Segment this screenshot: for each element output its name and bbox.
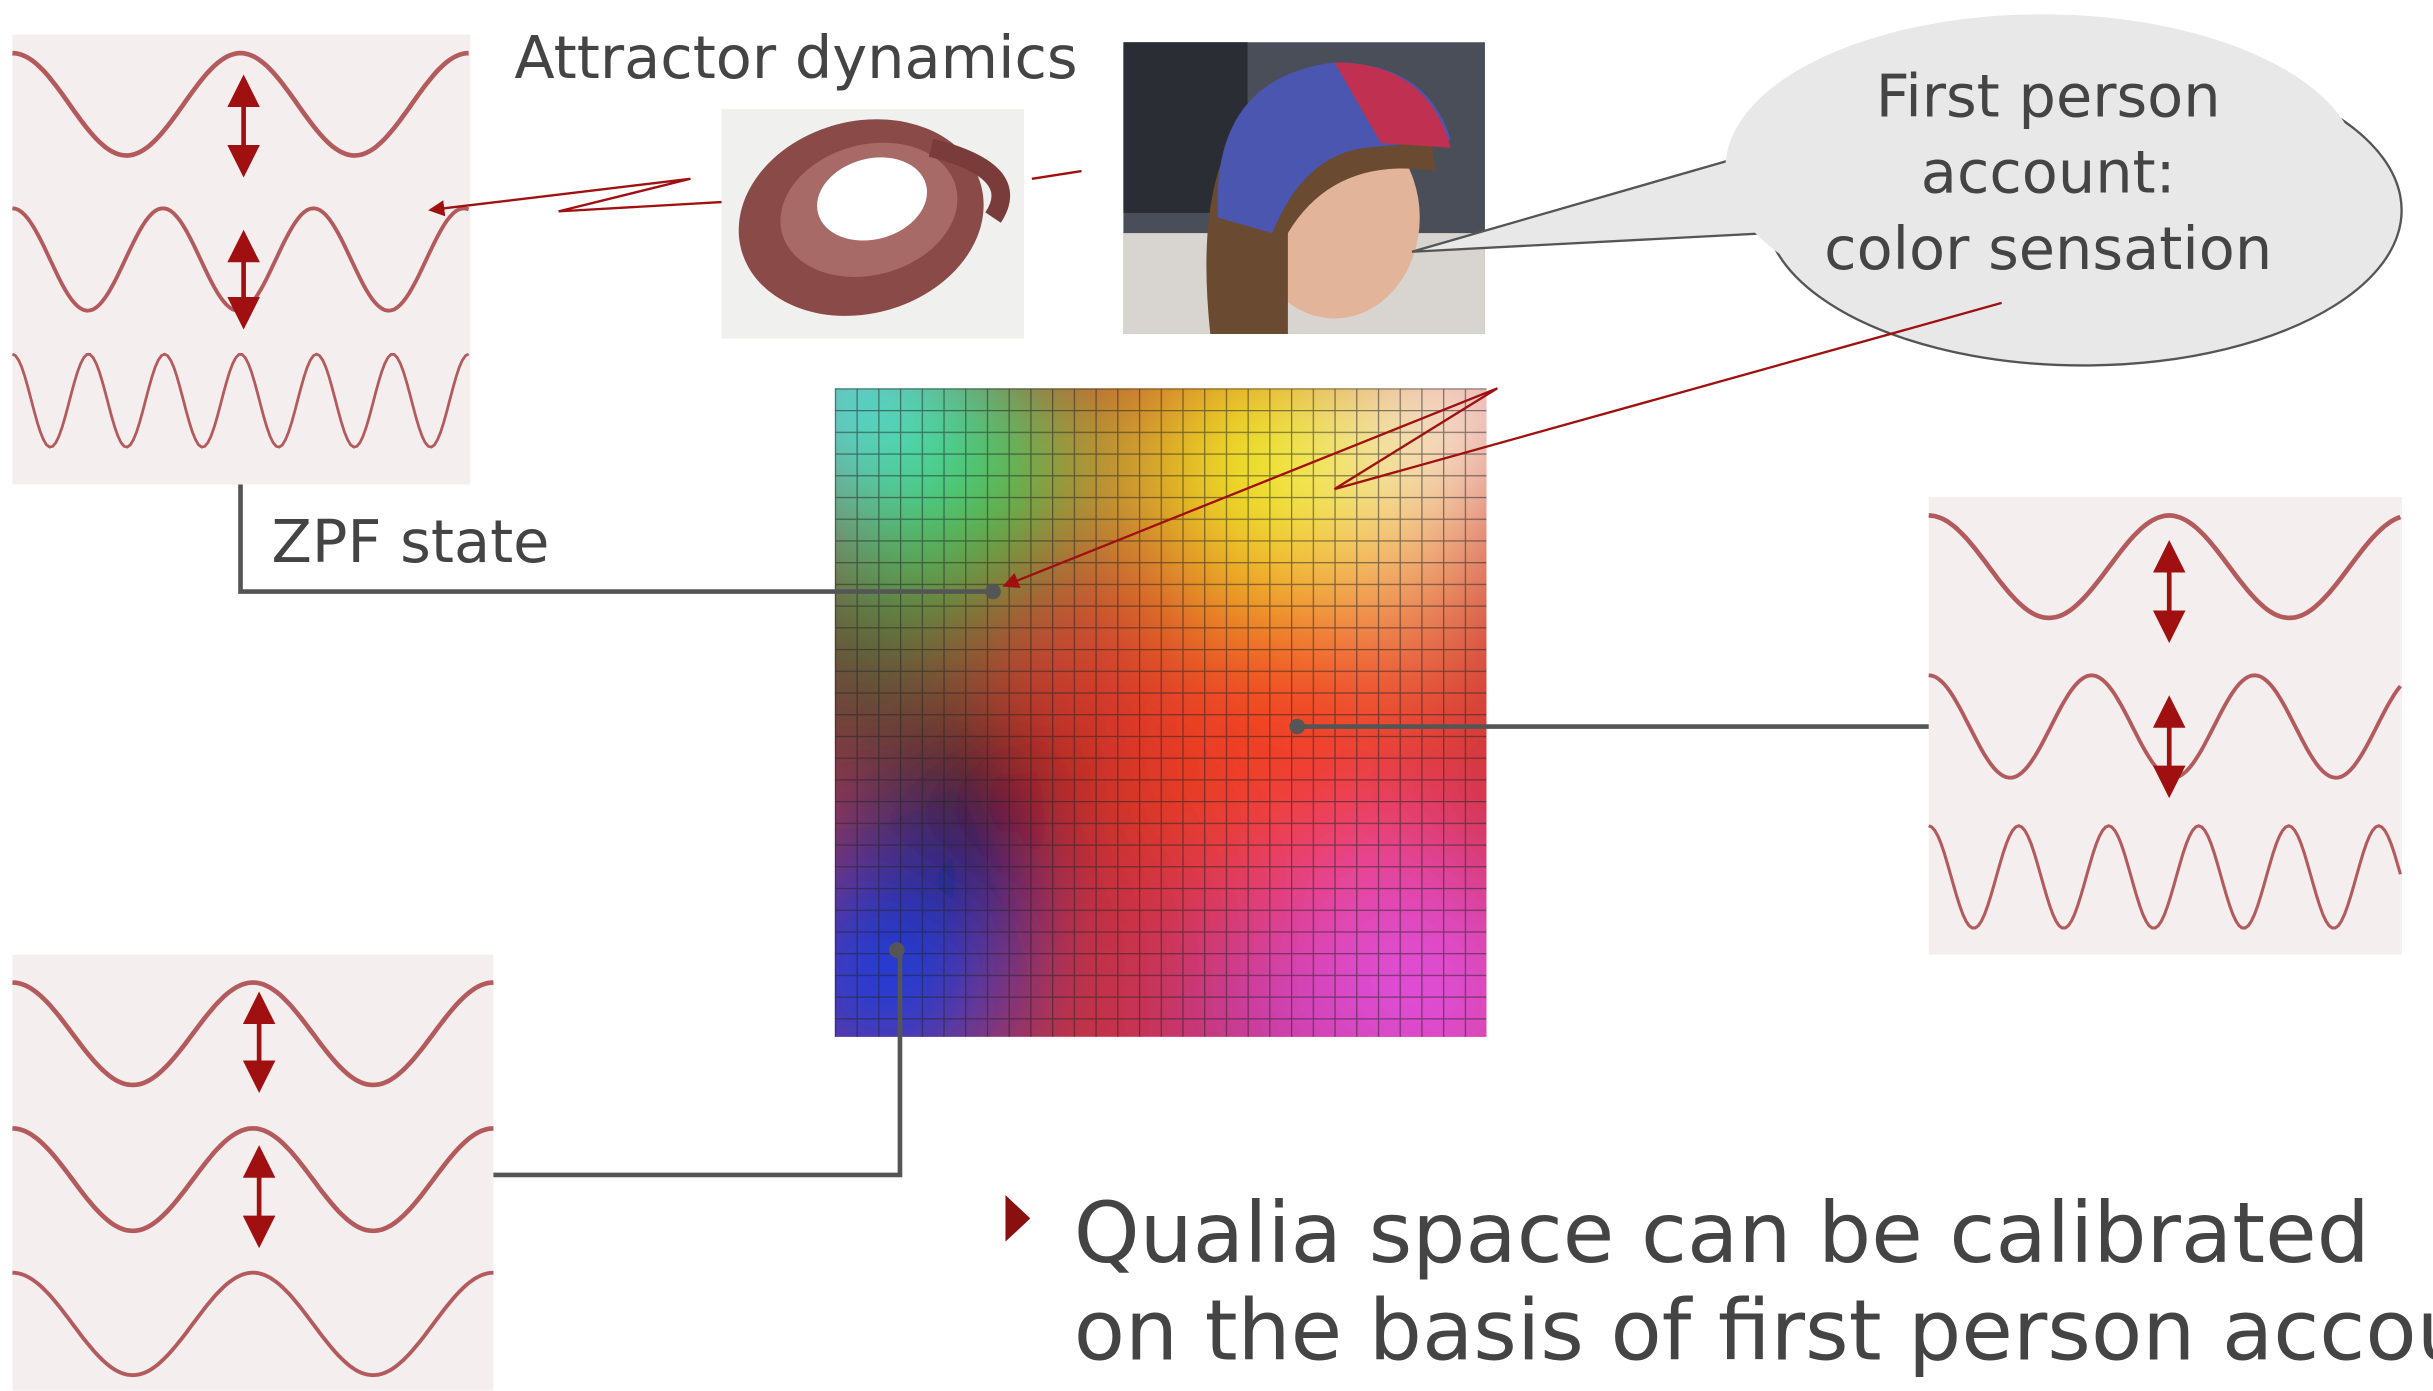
bubble-text: First person account: color sensation (1824, 62, 2272, 283)
eeg-photo (1123, 42, 1485, 334)
wave (1928, 513, 2402, 621)
wave (12, 1270, 494, 1378)
bubble-line: account: (1921, 138, 2176, 207)
wave-panel (12, 954, 494, 1391)
attractor-image (721, 108, 1025, 339)
wave (12, 1126, 494, 1234)
bubble-line: First person (1876, 62, 2221, 131)
bubble-line: color sensation (1824, 214, 2272, 283)
bullet-marker (1005, 1195, 1031, 1242)
bullet-line: on the basis of first person accounts (1074, 1282, 2433, 1380)
speech-bubble-fill (1725, 14, 2359, 322)
red-arrows (428, 169, 2002, 589)
qualia-color-field (834, 388, 1487, 1037)
bullet-line: Qualia space can be calibrated (1074, 1184, 2370, 1282)
wave-panels (11, 34, 2402, 1391)
wave (11, 352, 470, 449)
wave (12, 980, 494, 1088)
attractor-label: Attractor dynamics (514, 23, 1077, 92)
wave (12, 50, 469, 158)
wave (1928, 824, 2402, 930)
wave-panel (1928, 496, 2402, 955)
zpf-label: ZPF state (272, 507, 550, 576)
connector-dots (889, 583, 1305, 958)
connectors (238, 484, 1929, 1178)
